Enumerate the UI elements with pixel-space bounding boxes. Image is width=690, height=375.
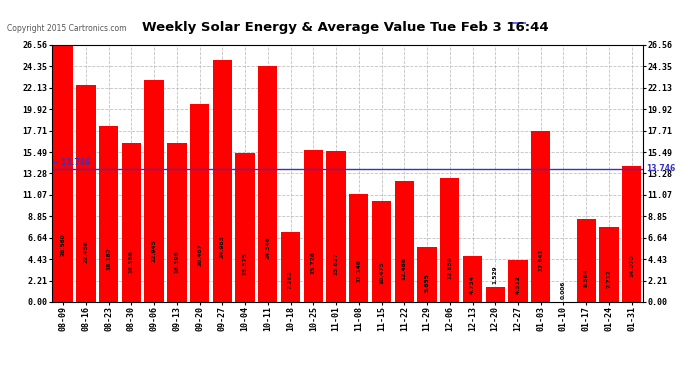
Text: 17.641: 17.641 (538, 248, 543, 271)
Text: ← 13.746: ← 13.746 (52, 159, 90, 168)
Bar (258, 66, 277, 302)
Text: 4.312: 4.312 (515, 276, 520, 294)
Bar (372, 201, 391, 302)
Text: 12.859: 12.859 (447, 257, 452, 279)
Text: 18.182: 18.182 (106, 248, 111, 270)
Text: 20.487: 20.487 (197, 243, 202, 266)
Bar (304, 150, 323, 302)
Text: 12.486: 12.486 (402, 257, 407, 280)
Bar (121, 143, 141, 302)
Bar (395, 181, 414, 302)
Text: Average  ($): Average ($) (528, 19, 583, 28)
Text: 26.560: 26.560 (61, 233, 66, 256)
Bar (486, 287, 505, 302)
Bar (144, 80, 164, 302)
Bar (577, 219, 596, 302)
Bar (440, 177, 460, 302)
Bar (622, 166, 642, 302)
Bar (53, 45, 72, 302)
Bar (76, 85, 95, 302)
Bar (600, 227, 619, 302)
Text: 0.006: 0.006 (561, 280, 566, 299)
Text: Weekly Solar Energy & Average Value Tue Feb 3 16:44: Weekly Solar Energy & Average Value Tue … (141, 21, 549, 34)
Text: 16.386: 16.386 (129, 251, 134, 273)
Bar (509, 260, 528, 302)
Text: Daily  ($): Daily ($) (593, 19, 640, 28)
Bar (417, 247, 437, 302)
Bar (281, 232, 300, 302)
Text: 15.375: 15.375 (243, 252, 248, 275)
Text: 4.734: 4.734 (470, 275, 475, 294)
Text: 15.726: 15.726 (310, 252, 316, 274)
Text: 22.456: 22.456 (83, 240, 88, 263)
Text: 8.564: 8.564 (584, 268, 589, 287)
Bar (326, 151, 346, 302)
Text: 7.262: 7.262 (288, 270, 293, 289)
Bar (463, 256, 482, 302)
Text: Copyright 2015 Cartronics.com: Copyright 2015 Cartronics.com (7, 24, 126, 33)
Bar (349, 194, 368, 302)
Bar (531, 131, 551, 302)
Bar (167, 143, 186, 302)
Text: 10.475: 10.475 (379, 261, 384, 284)
Bar (190, 104, 209, 302)
Text: 24.983: 24.983 (220, 236, 225, 258)
Text: 1.529: 1.529 (493, 266, 497, 284)
Text: 11.146: 11.146 (356, 260, 362, 282)
Bar (213, 60, 232, 302)
Bar (99, 126, 118, 302)
Text: 13.746: 13.746 (646, 164, 676, 173)
Text: 5.655: 5.655 (424, 273, 429, 292)
Text: 16.396: 16.396 (175, 251, 179, 273)
Text: 7.712: 7.712 (607, 270, 611, 288)
Bar (235, 153, 255, 302)
Text: 14.070: 14.070 (629, 255, 634, 278)
Text: 15.627: 15.627 (333, 252, 339, 274)
Text: 24.346: 24.346 (266, 237, 270, 260)
Text: 22.945: 22.945 (152, 239, 157, 262)
